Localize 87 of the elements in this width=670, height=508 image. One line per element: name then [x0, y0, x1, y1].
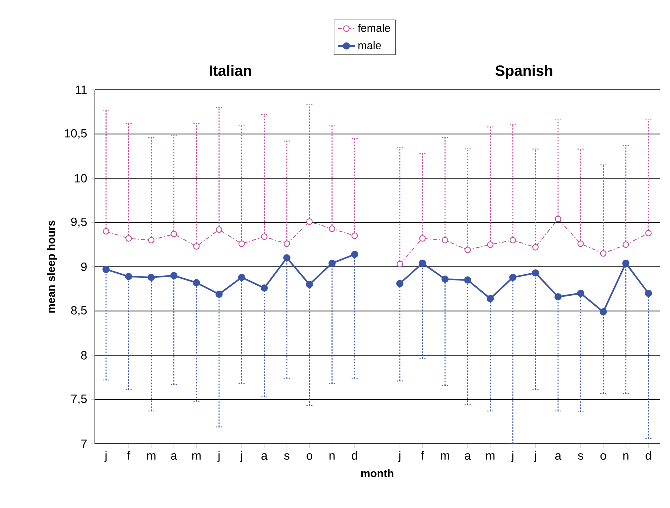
x-tick-label: j	[398, 451, 401, 462]
point	[622, 260, 630, 268]
x-tick-label: d	[646, 451, 652, 460]
x-tick-label: f	[127, 451, 131, 460]
point	[261, 234, 268, 240]
point	[532, 270, 540, 277]
x-tick-label: a	[555, 453, 562, 460]
point	[645, 290, 652, 298]
point	[420, 235, 426, 242]
point	[600, 250, 607, 257]
x-tick-label: m	[441, 453, 450, 460]
x-tick-label: o	[306, 453, 313, 460]
x-tick-label: a	[171, 453, 178, 460]
point	[329, 226, 336, 232]
y-tick-label: 10	[75, 174, 88, 183]
y-tick-label: 7	[81, 440, 87, 448]
point	[396, 261, 404, 268]
point	[577, 290, 584, 298]
point	[487, 242, 494, 248]
point	[216, 290, 223, 298]
legend-label: female	[358, 24, 390, 32]
x-tick-label: j	[240, 451, 242, 462]
legend-label: male	[358, 42, 382, 50]
point	[170, 231, 178, 238]
point	[396, 280, 404, 288]
y-tick-label: 8	[81, 351, 87, 360]
point	[260, 284, 268, 292]
x-tick-label: m	[147, 453, 156, 460]
point	[510, 237, 516, 244]
text: Italian	[210, 65, 252, 76]
x-tick-label: a	[262, 453, 268, 460]
point	[328, 260, 336, 268]
x-tick-label: d	[352, 451, 358, 460]
point	[216, 226, 222, 234]
y-tick-label: 9	[81, 262, 87, 272]
x-tick-label: n	[624, 453, 629, 460]
point	[125, 273, 132, 280]
point	[464, 276, 472, 284]
x-tick-label: s	[284, 454, 290, 460]
x-axis-title: month	[361, 469, 394, 478]
point	[532, 244, 539, 251]
point	[193, 279, 200, 287]
x-tick-label: o	[600, 453, 606, 460]
point	[600, 308, 608, 316]
x-tick-label: j	[534, 451, 536, 462]
point	[238, 274, 246, 282]
y-tick-label: 7,5	[71, 394, 87, 405]
point	[646, 230, 652, 237]
point	[554, 294, 562, 301]
x-tick-label: m	[192, 453, 201, 460]
y-tick-label: 8,5	[71, 306, 87, 316]
point	[238, 240, 246, 248]
point	[486, 295, 494, 302]
point	[126, 235, 132, 242]
point	[102, 266, 110, 274]
point	[306, 281, 314, 288]
point	[510, 274, 517, 282]
x-tick-label: n	[330, 453, 335, 460]
x-tick-label: j	[104, 451, 107, 462]
x-tick-label: f	[421, 451, 424, 460]
y-tick-label: 9,5	[71, 218, 87, 228]
y-tick-label: 11	[76, 86, 87, 94]
point	[170, 272, 178, 280]
point	[555, 216, 562, 222]
point	[194, 243, 200, 250]
x-tick-label: j	[511, 451, 514, 462]
point	[351, 251, 358, 258]
point	[352, 232, 358, 240]
point	[103, 228, 110, 235]
point	[306, 218, 313, 226]
point	[578, 240, 584, 248]
point	[442, 237, 448, 244]
y-tick-label: 10,5	[65, 129, 87, 140]
point	[148, 274, 156, 282]
text: Spanish	[496, 65, 553, 80]
point	[284, 240, 290, 248]
point	[148, 237, 155, 244]
y-axis-title: mean sleep hours	[47, 220, 58, 313]
x-tick-label: s	[578, 454, 584, 460]
point	[622, 242, 630, 248]
x-tick-label: j	[218, 451, 220, 462]
point	[419, 260, 426, 268]
point	[464, 246, 472, 254]
point	[284, 254, 291, 262]
x-tick-label: a	[465, 453, 472, 460]
point	[442, 276, 449, 283]
x-tick-label: m	[486, 453, 495, 460]
